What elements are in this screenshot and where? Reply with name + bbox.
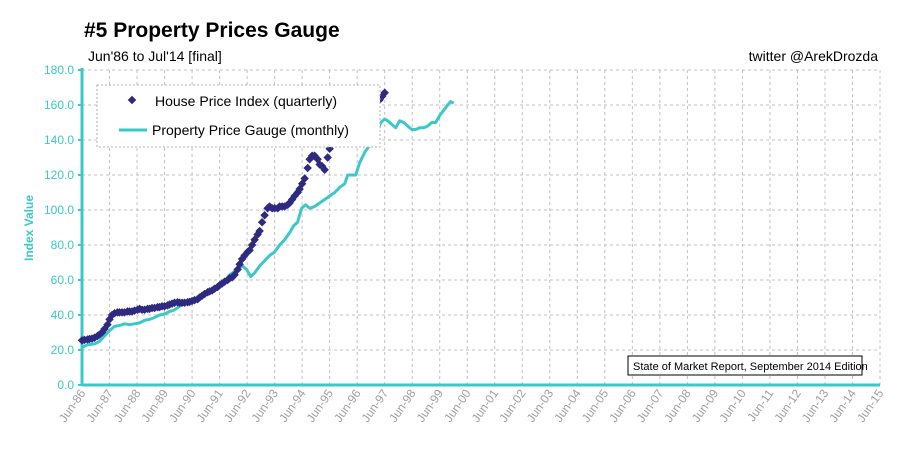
- x-tick-label: Jun-87: [83, 386, 116, 424]
- legend-label-ppg: Property Price Gauge (monthly): [152, 122, 349, 138]
- x-tick-label: Jun-14: [826, 386, 859, 424]
- y-tick-label: 180.0: [44, 63, 74, 77]
- annotation-box: State of Market Report, September 2014 E…: [627, 355, 868, 376]
- y-tick-label: 100.0: [44, 203, 74, 217]
- y-tick-label: 80.0: [51, 238, 75, 252]
- x-tick-label: Jun-08: [661, 386, 694, 424]
- data-point-hpi: [300, 174, 309, 183]
- x-tick-label: Jun-00: [441, 386, 474, 424]
- x-tick-label: Jun-05: [579, 386, 612, 424]
- data-point-hpi: [255, 226, 264, 236]
- data-point-hpi: [320, 165, 329, 174]
- legend: House Price Index (quarterly) Property P…: [96, 84, 381, 148]
- chart-title: #5 Property Prices Gauge: [84, 19, 340, 42]
- data-point-hpi: [323, 153, 332, 162]
- annotation-frame: [627, 355, 863, 376]
- y-axis-ticks: 0.0 20.0 40.0 60.0 80.0 100.0 120.0 140.0 160.0 1…: [44, 63, 74, 392]
- x-tick-label: Jun-04: [551, 386, 584, 424]
- y-tick-label: 160.0: [44, 98, 74, 112]
- x-tick-label: Jun-88: [111, 386, 144, 424]
- x-axis-ticks: Jun-86Jun-87Jun-88Jun-89Jun-90Jun-91Jun-…: [56, 386, 887, 424]
- x-tick-label: Jun-95: [304, 386, 337, 424]
- x-tick-label: Jun-09: [689, 386, 722, 424]
- x-tick-label: Jun-92: [221, 386, 254, 424]
- x-tick-label: Jun-93: [249, 386, 282, 424]
- y-axis-label: Index Value: [22, 195, 36, 261]
- x-tick-label: Jun-99: [414, 386, 447, 424]
- data-point-hpi: [260, 211, 269, 220]
- x-tick-label: Jun-96: [331, 386, 364, 424]
- x-tick-label: Jun-86: [56, 386, 89, 424]
- x-tick-label: Jun-03: [524, 386, 557, 424]
- x-tick-label: Jun-10: [716, 386, 749, 424]
- y-tick-label: 60.0: [51, 273, 75, 287]
- data-point-hpi: [303, 163, 312, 173]
- y-tick-label: 40.0: [51, 308, 75, 322]
- x-tick-label: Jun-15: [854, 386, 887, 424]
- x-tick-label: Jun-94: [276, 386, 309, 424]
- x-tick-label: Jun-91: [194, 386, 227, 424]
- x-tick-label: Jun-13: [799, 386, 832, 424]
- y-tick-label: 120.0: [44, 168, 74, 182]
- x-tick-label: Jun-11: [744, 386, 776, 424]
- credit-text: twitter @ArekDrozda: [748, 48, 878, 64]
- y-tick-label: 0.0: [57, 378, 74, 392]
- x-tick-label: Jun-12: [771, 386, 804, 424]
- annotation-text: State of Market Report, September 2014 E…: [633, 361, 868, 373]
- legend-label-hpi: House Price Index (quarterly): [155, 93, 337, 109]
- x-tick-label: Jun-02: [496, 386, 529, 424]
- x-tick-label: Jun-07: [634, 386, 667, 424]
- legend-marker-hpi: [127, 95, 137, 105]
- x-tick-label: Jun-06: [606, 386, 639, 424]
- series-line-ppg: [81, 100, 455, 349]
- y-tick-label: 20.0: [51, 343, 75, 357]
- data-point-hpi: [380, 88, 389, 97]
- x-tick-label: Jun-97: [359, 386, 392, 424]
- legend-box: [96, 84, 381, 148]
- chart-subtitle: Jun'86 to Jul'14 [final]: [88, 48, 222, 64]
- x-tick-label: Jun-98: [386, 386, 419, 424]
- x-tick-label: Jun-89: [138, 386, 171, 424]
- y-tick-label: 140.0: [44, 133, 74, 147]
- x-tick-label: Jun-01: [469, 386, 502, 424]
- data-point-hpi: [257, 218, 267, 227]
- x-tick-label: Jun-90: [166, 386, 199, 424]
